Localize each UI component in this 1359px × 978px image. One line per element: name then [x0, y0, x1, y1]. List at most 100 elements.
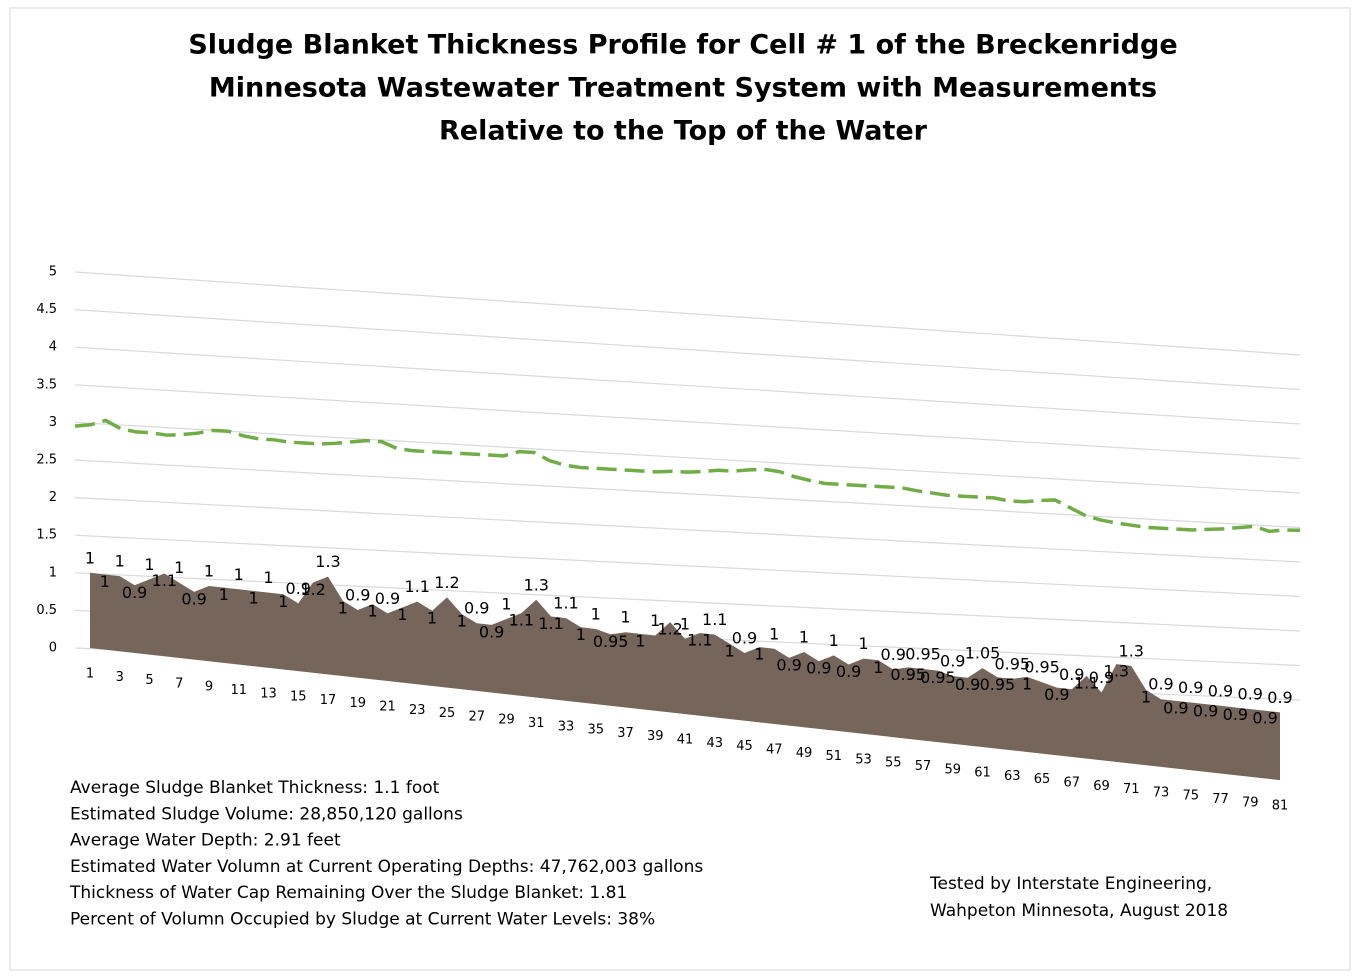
- data-label: 1: [725, 641, 735, 660]
- data-label: 0.9: [881, 645, 906, 664]
- data-label: 1: [754, 645, 764, 664]
- data-label: 0.9: [1193, 702, 1218, 721]
- data-label: 1: [204, 562, 214, 581]
- chart-title: Relative to the Top of the Water: [439, 116, 928, 147]
- data-label: 1: [501, 595, 511, 614]
- x-tick-label: 63: [1004, 769, 1021, 784]
- credit: Tested by Interstate Engineering,: [929, 874, 1212, 894]
- x-tick-label: 7: [175, 676, 183, 691]
- y-tick-label: 3.5: [36, 377, 57, 392]
- x-tick-label: 69: [1093, 779, 1110, 794]
- note: Percent of Volumn Occupied by Sludge at …: [70, 910, 655, 930]
- y-tick-label: 2.5: [36, 453, 57, 468]
- x-tick-label: 19: [349, 696, 366, 711]
- grid-line: [74, 309, 1301, 391]
- data-label: 0.9: [806, 659, 831, 678]
- data-label: 0.9: [1238, 685, 1263, 704]
- x-tick-label: 65: [1034, 772, 1051, 787]
- data-label: 1.3: [315, 552, 340, 571]
- data-label: 1.1: [1074, 673, 1099, 692]
- x-tick-label: 3: [116, 670, 124, 685]
- data-label: 1.2: [657, 620, 682, 639]
- data-label: 1: [174, 558, 184, 577]
- data-label: 1.3: [1119, 641, 1144, 660]
- data-label: 1: [457, 612, 467, 631]
- y-tick-label: 5: [49, 265, 57, 280]
- x-tick-label: 75: [1182, 789, 1199, 804]
- data-label: 0.9: [1044, 685, 1069, 704]
- data-label: 1: [249, 588, 259, 607]
- data-label: 1.1: [553, 594, 578, 613]
- data-label: 1: [219, 585, 229, 604]
- y-tick-label: 2: [49, 490, 57, 505]
- data-label: 0.95: [905, 645, 941, 664]
- grid-line: [74, 346, 1301, 425]
- data-label: 0.9: [1208, 681, 1233, 700]
- data-label: 0.95: [994, 654, 1030, 673]
- data-label: 0.9: [1089, 668, 1114, 687]
- data-label: 0.9: [1148, 675, 1173, 694]
- x-tick-label: 39: [647, 729, 664, 744]
- data-label: 1: [799, 628, 809, 647]
- x-tick-label: 9: [205, 680, 213, 695]
- data-label: 0.9: [181, 589, 206, 608]
- data-label: 1: [829, 631, 839, 650]
- x-tick-label: 27: [468, 709, 485, 724]
- y-tick-label: 1: [49, 565, 57, 580]
- y-tick-label: 0: [49, 641, 57, 656]
- x-tick-label: 57: [915, 759, 932, 774]
- x-tick-label: 73: [1153, 785, 1170, 800]
- data-label: 1: [858, 634, 868, 653]
- data-label: 0.9: [1223, 705, 1248, 724]
- x-tick-label: 1: [86, 667, 94, 682]
- y-tick-label: 4: [49, 340, 57, 355]
- data-label: 0.9: [955, 675, 980, 694]
- data-label: 1.1: [509, 611, 534, 630]
- data-label: 1: [650, 611, 660, 630]
- x-tick-label: 13: [260, 686, 277, 701]
- y-tick-label: 1.5: [36, 528, 57, 543]
- x-tick-label: 15: [290, 690, 307, 705]
- data-label: 1: [427, 608, 437, 627]
- data-label: 1: [85, 548, 95, 567]
- data-label: 1: [620, 608, 630, 627]
- note: Thickness of Water Cap Remaining Over th…: [69, 883, 627, 903]
- x-tick-label: 29: [498, 713, 515, 728]
- data-label: 0.9: [479, 622, 504, 641]
- data-label: 1: [338, 598, 348, 617]
- data-label: 1.3: [1104, 662, 1129, 681]
- x-tick-label: 23: [409, 703, 426, 718]
- grid-line: [74, 271, 1301, 356]
- data-label: 1.2: [434, 573, 459, 592]
- data-label: 1.1: [702, 610, 727, 629]
- y-tick-label: 4.5: [36, 302, 57, 317]
- x-tick-label: 51: [825, 749, 842, 764]
- chart-title: Minnesota Wastewater Treatment System wi…: [209, 73, 1157, 104]
- x-tick-label: 77: [1212, 792, 1229, 807]
- data-label: 1.1: [538, 614, 563, 633]
- data-label: 0.95: [920, 668, 956, 687]
- data-label: 1: [397, 605, 407, 624]
- y-tick-label: 0.5: [36, 603, 57, 618]
- data-label: 0.95: [1024, 658, 1060, 677]
- data-label: 0.9: [286, 579, 311, 598]
- data-label: 0.95: [890, 665, 926, 684]
- x-tick-label: 45: [736, 739, 753, 754]
- data-label: 1.1: [405, 577, 430, 596]
- x-tick-label: 17: [320, 693, 337, 708]
- data-label: 0.9: [776, 655, 801, 674]
- data-label: 1: [368, 602, 378, 621]
- x-tick-label: 25: [439, 706, 456, 721]
- data-label: 0.9: [345, 586, 370, 605]
- x-tick-label: 41: [677, 733, 694, 748]
- data-label: 1: [263, 568, 273, 587]
- x-tick-label: 49: [796, 746, 813, 761]
- note: Average Sludge Blanket Thickness: 1.1 fo…: [70, 778, 440, 798]
- sludge-area: [90, 572, 1280, 781]
- data-label: 0.95: [980, 675, 1016, 694]
- grid-line: [74, 572, 1301, 632]
- data-label: 1.3: [524, 575, 549, 594]
- note: Estimated Sludge Volume: 28,850,120 gall…: [70, 804, 463, 824]
